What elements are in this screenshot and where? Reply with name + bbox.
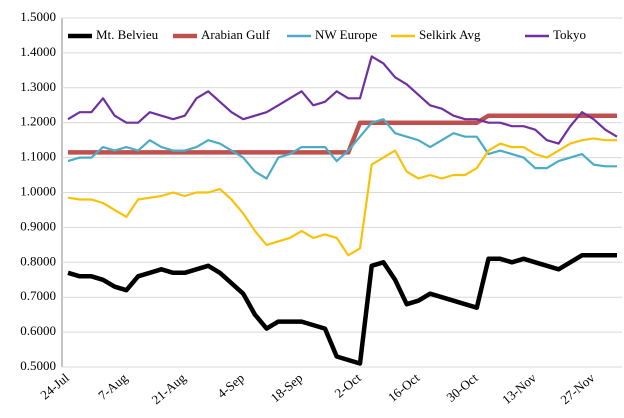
- series-line: [67, 55, 618, 145]
- x-tick-label: 7-Aug: [95, 370, 130, 403]
- series-line: [68, 113, 617, 155]
- y-tick-label: 1.0000: [20, 183, 56, 198]
- x-tick-label: 2-Oct: [332, 370, 365, 401]
- x-tick-label: 4-Sep: [214, 370, 247, 401]
- y-tick-label: 1.1000: [20, 149, 56, 164]
- grid: [62, 17, 622, 368]
- legend-label: NW Europe: [315, 27, 377, 42]
- y-tick-label: 1.5000: [20, 9, 56, 24]
- x-tick-label: 30-Oct: [443, 370, 481, 405]
- y-tick-label: 0.5000: [20, 358, 56, 373]
- y-tick-label: 0.7000: [20, 288, 56, 303]
- x-tick-label: 18-Sep: [268, 370, 306, 405]
- x-tick-label: 16-Oct: [385, 370, 423, 405]
- y-tick-label: 1.3000: [20, 79, 56, 94]
- x-tick-label: 27-Nov: [557, 370, 597, 407]
- y-tick-label: 0.6000: [20, 323, 56, 338]
- y-tick-label: 0.8000: [20, 253, 56, 268]
- y-tick-label: 1.2000: [20, 114, 56, 129]
- legend-label: Arabian Gulf: [201, 27, 271, 42]
- x-tick-label: 13-Nov: [499, 370, 539, 407]
- y-tick-label: 0.9000: [20, 218, 56, 233]
- x-tick-label: 21-Aug: [149, 370, 189, 407]
- series-line: [67, 118, 617, 180]
- y-tick-label: 1.4000: [20, 44, 56, 59]
- series-line: [67, 253, 617, 366]
- legend-label: Mt. Belvieu: [96, 27, 159, 42]
- legend-label: Selkirk Avg: [419, 27, 481, 42]
- x-tick-label: 24-Jul: [37, 370, 72, 403]
- series-line: [67, 137, 617, 257]
- legend-label: Tokyo: [553, 27, 586, 42]
